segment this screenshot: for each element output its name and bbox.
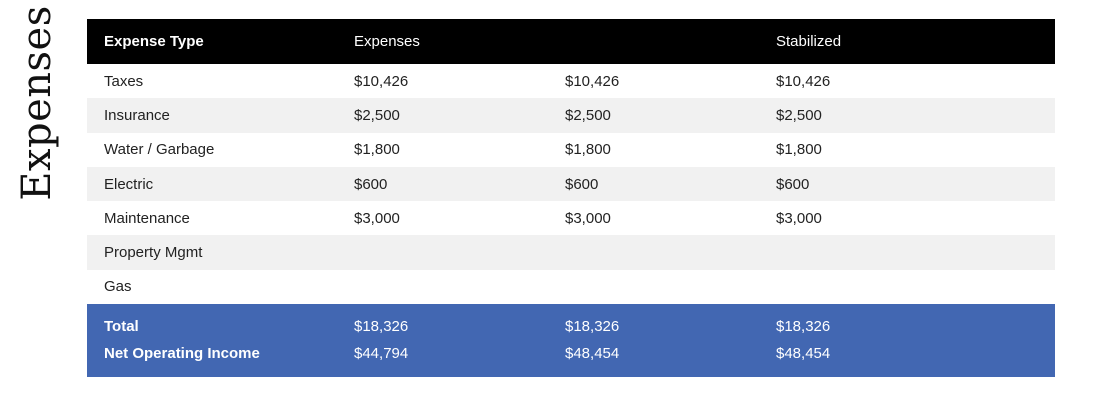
table-row: Maintenance $3,000 $3,000 $3,000 [87,201,1055,235]
row-type: Taxes [104,72,144,90]
row-value-1: $3,000 [354,209,400,227]
row-value-1: $600 [354,175,388,193]
row-value-1: $10,426 [354,72,409,90]
row-value-2: $2,500 [565,106,611,124]
table-summary: Total $18,326 $18,326 $18,326 Net Operat… [87,304,1055,378]
row-type: Maintenance [104,209,190,227]
row-value-3: $2,500 [776,106,822,124]
row-type: Insurance [104,106,170,124]
total-value-2: $18,326 [565,318,620,336]
table-row: Gas [87,270,1055,304]
total-label: Total [104,318,139,336]
row-value-2: $3,000 [565,209,611,227]
row-value-3: $10,426 [776,72,831,90]
row-value-1: $1,800 [354,141,400,159]
header-expense-type: Expense Type [104,33,204,50]
row-value-2: $1,800 [565,141,611,159]
header-stabilized: Stabilized [776,33,842,50]
table-row: Taxes $10,426 $10,426 $10,426 [87,64,1055,98]
table-header: Expense Type Expenses Stabilized [87,19,1055,64]
row-value-2: $600 [565,175,599,193]
table-row: Property Mgmt [87,235,1055,270]
noi-label: Net Operating Income [104,345,260,363]
side-title: Expenses [12,5,62,201]
noi-row: Net Operating Income $44,794 $48,454 $48… [87,340,1055,367]
noi-value-2: $48,454 [565,345,620,363]
row-type: Gas [104,278,132,296]
table-row: Water / Garbage $1,800 $1,800 $1,800 [87,133,1055,167]
row-type: Electric [104,175,154,193]
row-value-3: $1,800 [776,141,822,159]
row-type: Property Mgmt [104,244,203,262]
row-value-3: $600 [776,175,810,193]
row-type: Water / Garbage [104,141,215,159]
table-row: Electric $600 $600 $600 [87,166,1055,202]
row-value-1: $2,500 [354,106,400,124]
noi-value-3: $48,454 [776,345,831,363]
header-expenses: Expenses [354,33,420,50]
total-value-3: $18,326 [776,318,831,336]
total-row: Total $18,326 $18,326 $18,326 [87,313,1055,340]
total-value-1: $18,326 [354,318,409,336]
row-value-2: $10,426 [565,72,620,90]
table-row: Insurance $2,500 $2,500 $2,500 [87,98,1055,133]
noi-value-1: $44,794 [354,345,409,363]
expenses-table: Expense Type Expenses Stabilized Taxes $… [87,19,1055,378]
side-title-text: Expenses [14,5,60,201]
row-value-3: $3,000 [776,209,822,227]
